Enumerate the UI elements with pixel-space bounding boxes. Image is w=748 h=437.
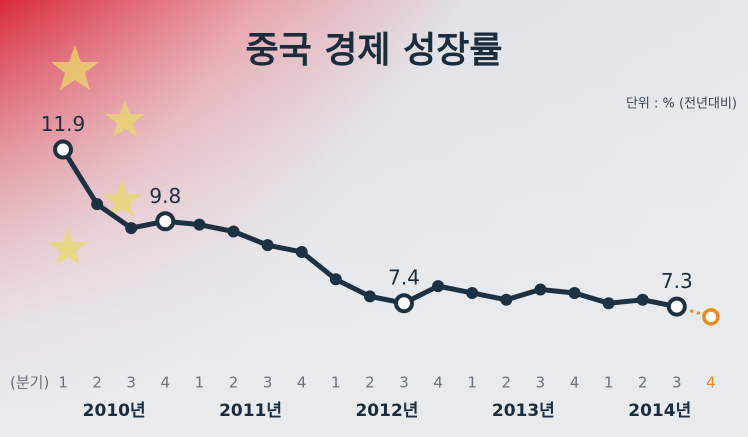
x-tick-label: 3 bbox=[263, 374, 273, 392]
marker bbox=[363, 290, 376, 303]
x-tick-label: 2 bbox=[502, 374, 512, 392]
data-label: 11.9 bbox=[41, 112, 86, 136]
x-tick-label: 4 bbox=[570, 374, 580, 392]
x-tick-label: 2 bbox=[229, 374, 239, 392]
marker bbox=[534, 283, 547, 296]
x-tick-label: 3 bbox=[126, 374, 136, 392]
marker bbox=[568, 286, 581, 299]
marker bbox=[636, 293, 649, 306]
year-label: 2011년 bbox=[219, 401, 282, 421]
x-tick-label: 1 bbox=[331, 374, 341, 392]
marker bbox=[432, 280, 445, 293]
x-tick-label: 4 bbox=[706, 374, 716, 392]
x-tick-label: 4 bbox=[161, 374, 171, 392]
year-label: 2012년 bbox=[355, 401, 418, 421]
year-label: 2014년 bbox=[628, 401, 691, 421]
x-tick-label: 1 bbox=[604, 374, 614, 392]
x-tick-label: 3 bbox=[399, 374, 409, 392]
highlight-marker bbox=[394, 293, 414, 314]
marker bbox=[227, 225, 240, 238]
x-tick-label: 1 bbox=[58, 374, 68, 392]
x-tick-label: 3 bbox=[536, 374, 546, 392]
marker bbox=[500, 293, 513, 306]
x-tick-label: 1 bbox=[195, 374, 205, 392]
data-label: 7.3 bbox=[661, 269, 693, 293]
marker bbox=[91, 198, 104, 211]
highlight-marker bbox=[53, 139, 73, 160]
x-tick-label: 2 bbox=[638, 374, 648, 392]
x-tick-label: 4 bbox=[297, 374, 307, 392]
marker bbox=[602, 297, 615, 310]
data-label: 9.8 bbox=[149, 184, 181, 208]
flag-stars bbox=[48, 45, 145, 265]
marker bbox=[193, 218, 206, 231]
x-tick-label: 3 bbox=[672, 374, 682, 392]
x-axis-label: (분기) bbox=[10, 374, 49, 392]
marker bbox=[466, 286, 479, 299]
marker bbox=[261, 239, 274, 252]
x-tick-label: 4 bbox=[433, 374, 443, 392]
unit-label: 단위 : % (전년대비) bbox=[626, 97, 737, 112]
x-tick-label: 2 bbox=[365, 374, 375, 392]
marker bbox=[125, 222, 138, 235]
chart-title: 중국 경제 성장률 bbox=[246, 30, 503, 71]
highlight-marker bbox=[155, 211, 176, 232]
highlight-marker bbox=[666, 296, 687, 317]
year-label: 2013년 bbox=[492, 401, 555, 421]
marker bbox=[295, 245, 308, 258]
forecast-marker bbox=[702, 308, 720, 326]
x-tick-label: 1 bbox=[467, 374, 477, 392]
data-label: 7.4 bbox=[388, 266, 420, 290]
x-tick-label: 2 bbox=[92, 374, 102, 392]
year-label: 2010년 bbox=[83, 401, 146, 421]
marker bbox=[329, 273, 342, 286]
